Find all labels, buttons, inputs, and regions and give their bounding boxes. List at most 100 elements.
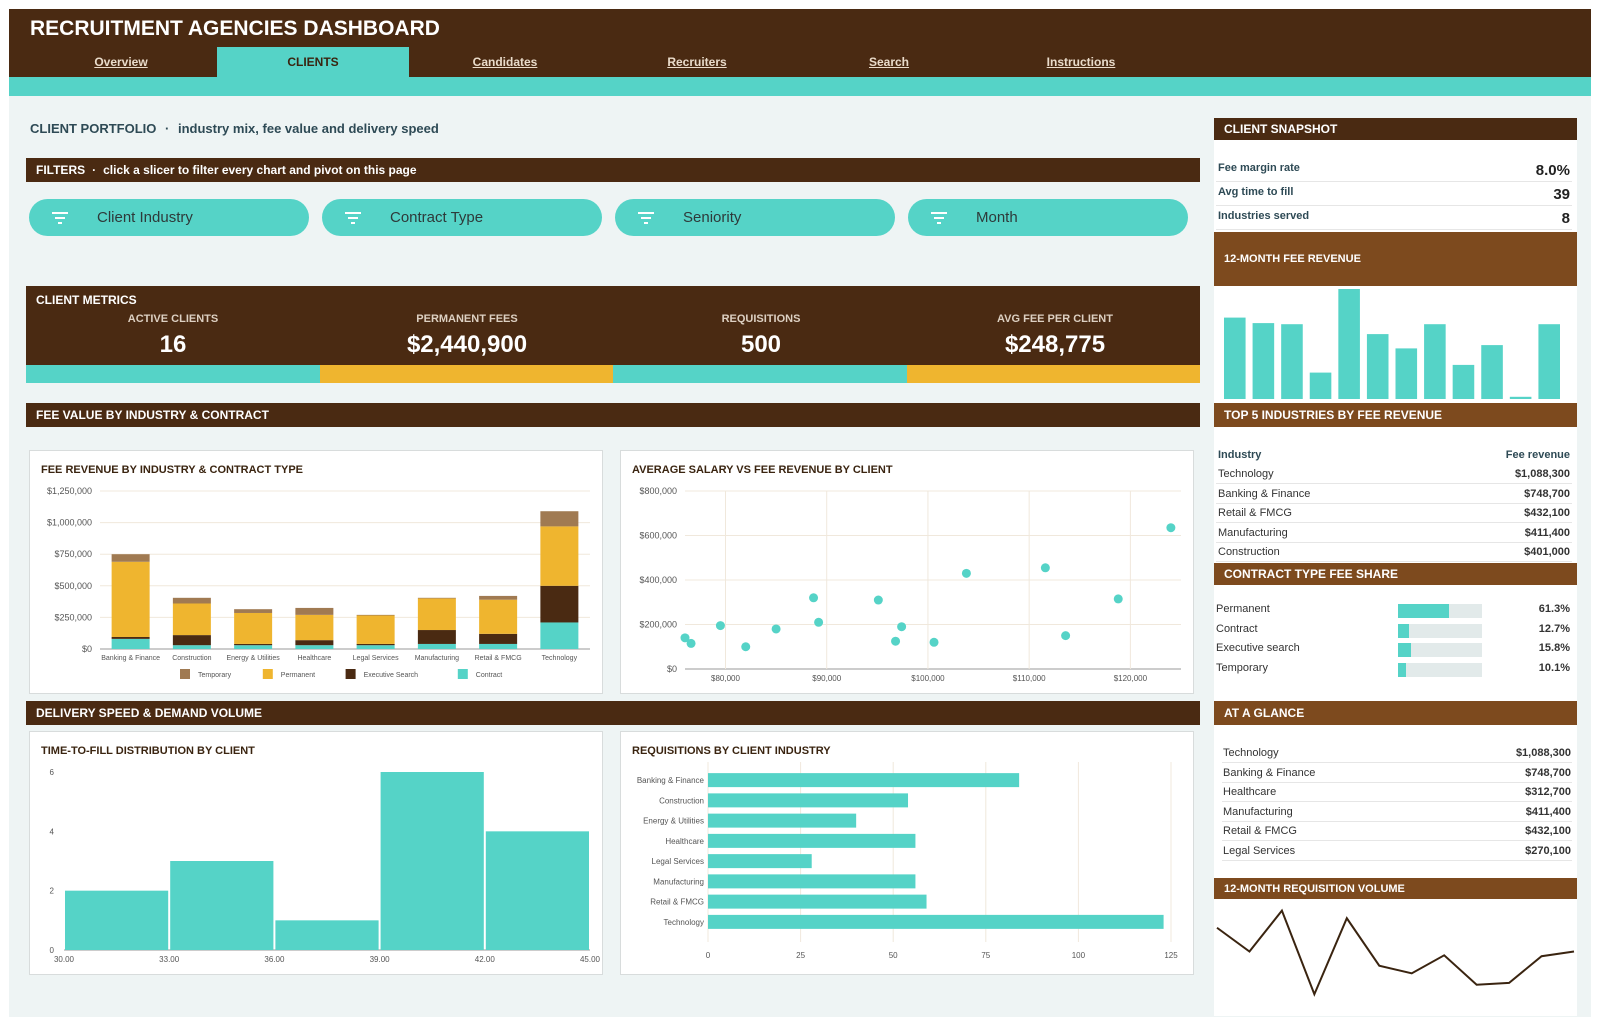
tab-overview[interactable]: Overview xyxy=(94,55,148,69)
glance-label: Manufacturing xyxy=(1223,805,1293,818)
top5-row: Technology $1,088,300 xyxy=(1216,465,1572,484)
x-tick-label: $80,000 xyxy=(711,674,740,683)
y-tick-label: 0 xyxy=(50,946,55,955)
app-title: RECRUITMENT AGENCIES DASHBOARD xyxy=(9,9,1591,47)
glance-label: Banking & Finance xyxy=(1223,766,1316,779)
y-tick-label: $0 xyxy=(667,664,677,674)
mini-bar xyxy=(1366,334,1389,399)
tab-bar: Overview CLIENTS Candidates Recruiters Searc… xyxy=(9,47,1591,78)
tab-search[interactable]: Search xyxy=(868,55,910,69)
contract-share-fill xyxy=(1398,623,1409,638)
requisitions-horizontal-bar-chart: 0 25 50 75 100 125 Banking & Finance Constructi… xyxy=(637,762,1178,960)
x-tick-label: 45.00 xyxy=(580,955,601,964)
x-tick-label: Construction xyxy=(172,655,211,662)
top5-fee: $401,000 xyxy=(1524,546,1570,558)
x-tick-label: 39.00 xyxy=(370,955,391,964)
section-delivery-header: DELIVERY SPEED & DEMAND VOLUME xyxy=(26,701,1200,725)
scatter-point xyxy=(686,638,696,648)
contract-share-track xyxy=(1398,623,1482,638)
mini-bar xyxy=(1252,323,1275,399)
fee-revenue-stacked-bar-chart: $0 $250,000 $500,000 $750,000 $1,000,000 $1,2… xyxy=(47,486,590,679)
mini-bar xyxy=(1452,364,1475,399)
kpi-label: AVG FEE PER CLIENT xyxy=(997,313,1113,325)
y-tick-label: $1,250,000 xyxy=(47,486,92,496)
requisitions-chart-card: REQUISITIONS BY CLIENT INDUSTRY 0 25 50 75 1… xyxy=(620,731,1194,975)
slicer-seniority[interactable]: Seniority xyxy=(615,199,895,236)
y-tick-label: $600,000 xyxy=(639,531,677,541)
x-tick-label: 33.00 xyxy=(159,955,180,964)
scatter-point xyxy=(809,593,819,603)
mini-bar xyxy=(1281,324,1303,399)
contract-share-track xyxy=(1398,604,1482,618)
bar-segment xyxy=(540,526,579,586)
scatter-point xyxy=(680,633,690,643)
x-tick-label: 50 xyxy=(889,951,898,960)
mini-bar xyxy=(1224,317,1246,399)
scatter-point xyxy=(1166,523,1176,533)
bar-segment xyxy=(234,645,273,649)
slicer-client-industry[interactable]: Client Industry xyxy=(29,199,309,236)
mini-bar xyxy=(1509,396,1532,399)
bar-segment xyxy=(479,643,518,649)
tab-candidates[interactable]: Candidates xyxy=(472,55,538,69)
filter-icon xyxy=(638,211,654,224)
x-tick-label: Technology xyxy=(542,655,578,662)
bar-segment xyxy=(417,598,456,631)
tab-underline-band xyxy=(9,77,1591,96)
kpi-accent-bar xyxy=(613,365,907,383)
y-tick-label: $250,000 xyxy=(54,612,92,622)
category-label: Manufacturing xyxy=(653,877,704,886)
x-tick-label: Healthcare xyxy=(297,655,331,662)
category-label: Banking & Finance xyxy=(637,776,705,785)
scatter-point xyxy=(929,637,939,647)
legend-label: Permanent xyxy=(281,672,315,679)
filters-title: FILTERS xyxy=(36,163,86,177)
snapshot-title: CLIENT SNAPSHOT xyxy=(1224,122,1338,136)
kpi-label: REQUISITIONS xyxy=(721,313,801,325)
slicer-month[interactable]: Month xyxy=(908,199,1188,236)
top5-row: Retail & FMCG $432,100 xyxy=(1216,504,1572,523)
histogram-bar xyxy=(65,890,169,950)
slicer-label: Month xyxy=(976,209,1018,226)
slicer-contract-type[interactable]: Contract Type xyxy=(322,199,602,236)
scatter-point xyxy=(741,642,751,652)
volume-line xyxy=(1216,908,1575,997)
filter-icon xyxy=(52,211,68,224)
contract-share-label: Permanent xyxy=(1216,603,1270,615)
mini-chart-title: 12-MONTH FEE REVENUE xyxy=(1224,253,1361,265)
top5-industry: Construction xyxy=(1218,546,1280,558)
kpi-active-clients: ACTIVE CLIENTS 16 xyxy=(26,313,320,359)
legend-swatch xyxy=(457,669,468,679)
bar-segment xyxy=(295,640,334,646)
top5-row: Manufacturing $411,400 xyxy=(1216,524,1572,543)
x-tick-label: 0 xyxy=(706,951,711,960)
kpi-value: $2,440,900 xyxy=(406,331,528,358)
scatter-point xyxy=(961,568,971,578)
legend-swatch xyxy=(345,669,356,679)
salary-vs-fee-chart-card: AVERAGE SALARY VS FEE REVENUE BY CLIENT … xyxy=(620,450,1194,694)
tab-recruiters[interactable]: Recruiters xyxy=(667,55,727,69)
bar-segment xyxy=(417,597,456,599)
bar-segment xyxy=(234,643,273,646)
tab-clients[interactable]: CLIENTS xyxy=(217,47,409,78)
req-volume-header: 12-MONTH REQUISITION VOLUME xyxy=(1214,878,1577,899)
tab-instructions[interactable]: Instructions xyxy=(1046,55,1116,69)
bar-segment xyxy=(172,597,211,604)
y-tick-label: $1,000,000 xyxy=(47,518,92,528)
chart-title: TIME-TO-FILL DISTRIBUTION BY CLIENT xyxy=(41,745,255,757)
legend-label: Executive Search xyxy=(364,672,419,679)
requisition-bar xyxy=(708,833,916,848)
bar-segment xyxy=(356,614,395,616)
histogram-bar xyxy=(275,920,379,950)
mini-bar xyxy=(1338,289,1360,399)
section-fee-title: FEE VALUE BY INDUSTRY & CONTRACT xyxy=(36,408,269,422)
slicer-label: Client Industry xyxy=(97,209,193,226)
glance-row: Banking & Finance $748,700 xyxy=(1222,764,1572,783)
section-fee-header: FEE VALUE BY INDUSTRY & CONTRACT xyxy=(26,403,1200,427)
top5-col-industry: Industry xyxy=(1218,449,1262,461)
x-tick-label: $110,000 xyxy=(1013,674,1046,683)
bar-segment xyxy=(234,612,273,644)
top5-industry: Manufacturing xyxy=(1218,526,1288,539)
histogram-bar xyxy=(485,831,589,950)
scatter-point xyxy=(1040,563,1050,573)
